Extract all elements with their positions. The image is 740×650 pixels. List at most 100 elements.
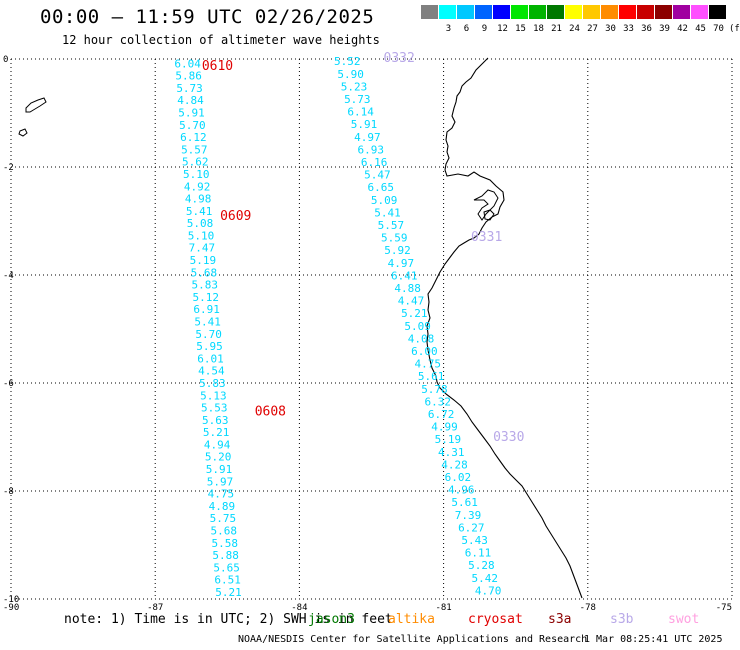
legend-swatch — [691, 5, 708, 19]
pass-label: 0330 — [493, 430, 524, 445]
wave-height-value: 5.57 — [181, 143, 208, 156]
wave-height-value: 4.97 — [354, 131, 381, 144]
wave-height-value: 4.96 — [448, 484, 475, 497]
wave-height-value: 6.02 — [445, 471, 472, 484]
lat-tick-label: -2 — [3, 163, 14, 173]
wave-height-value: 5.23 — [341, 80, 368, 93]
wave-height-value: 4.54 — [198, 365, 225, 378]
wave-height-value: 6.51 — [214, 574, 241, 587]
legend-label: 15 — [515, 24, 526, 34]
map-title: 00:00 – 11:59 UTC 02/26/2025 — [40, 6, 375, 28]
wave-height-value: 5.08 — [187, 217, 214, 230]
legend-label: 27 — [587, 24, 598, 34]
legend-swatch — [547, 5, 564, 19]
wave-height-value: 7.47 — [189, 242, 216, 255]
wave-height-value: 5.86 — [175, 70, 202, 83]
puna-island — [483, 209, 495, 221]
wave-height-value: 5.63 — [202, 414, 229, 427]
wave-height-value: 5.13 — [200, 389, 227, 402]
wave-height-value: 6.16 — [361, 156, 388, 169]
lon-tick-label: -81 — [435, 603, 451, 613]
legend-unit: (ft) — [729, 24, 740, 34]
wave-height-value: 5.57 — [378, 219, 405, 232]
wave-height-value: 4.88 — [394, 282, 421, 295]
legend-label: 9 — [481, 24, 488, 34]
legend-label: 18 — [533, 24, 544, 34]
wave-height-value: 4.70 — [475, 584, 502, 597]
galapagos-isabela-island — [25, 97, 47, 113]
wave-height-value: 4.94 — [204, 438, 231, 451]
coastline-south-america — [426, 57, 583, 599]
wave-height-value: 5.73 — [176, 82, 203, 95]
lat-tick-label: -8 — [3, 487, 14, 497]
legend-swatch — [637, 5, 654, 19]
wave-height-value: 5.20 — [205, 451, 232, 464]
wave-height-value: 4.75 — [414, 358, 441, 371]
map-subtitle: 12 hour collection of altimeter wave hei… — [62, 33, 380, 47]
wave-height-value: 6.32 — [425, 395, 452, 408]
wave-height-value: 5.78 — [421, 383, 448, 396]
wave-height-value: 5.91 — [206, 463, 233, 476]
wave-height-value: 5.92 — [384, 244, 411, 257]
legend-swatch — [439, 5, 456, 19]
wave-height-value: 6.04 — [174, 57, 201, 70]
lat-tick-label: 0 — [3, 55, 8, 65]
legend-swatch — [511, 5, 528, 19]
pass-label: 0331 — [471, 230, 502, 245]
wave-height-value: 5.58 — [211, 537, 238, 550]
pass-label: 0608 — [255, 405, 286, 420]
wave-height-value: 4.97 — [388, 257, 415, 270]
satellite-jason3: jason3 — [308, 612, 355, 627]
legend-swatch — [457, 5, 474, 19]
pass-label: 0610 — [202, 59, 233, 74]
wave-height-value: 5.83 — [192, 279, 219, 292]
wave-height-value: 4.84 — [177, 94, 204, 107]
wave-height-value: 5.21 — [215, 586, 242, 599]
wave-height-value: 5.19 — [435, 433, 462, 446]
wave-height-value: 5.59 — [381, 232, 408, 245]
wave-height-value: 4.98 — [185, 193, 212, 206]
legend-label: 12 — [497, 24, 508, 34]
lon-tick-label: -75 — [716, 603, 732, 613]
wave-height-value: 6.72 — [428, 408, 455, 421]
guayas-river-estuary — [473, 189, 499, 221]
wave-height-value: 5.19 — [190, 254, 217, 267]
legend-label: 70 — [713, 24, 724, 34]
wave-height-value: 7.39 — [455, 509, 482, 522]
satellite-swot: swot — [668, 612, 700, 627]
wave-height-value: 4.99 — [431, 421, 458, 434]
footer-note: note: 1) Time is in UTC; 2) SWH is in fe… — [64, 612, 393, 627]
legend-label: 3 — [445, 24, 452, 34]
satellite-altika: altika — [388, 612, 435, 627]
wave-height-value: 5.83 — [199, 377, 226, 390]
wave-height-value: 4.08 — [408, 332, 435, 345]
satellite-cryosat: cryosat — [468, 612, 523, 627]
wave-height-value: 5.95 — [196, 340, 223, 353]
wave-height-value: 5.41 — [194, 316, 221, 329]
wave-height-value: 5.91 — [178, 106, 205, 119]
wave-height-value: 5.61 — [418, 370, 445, 383]
pass-label: 0332 — [384, 51, 415, 66]
wave-height-value: 5.61 — [451, 496, 478, 509]
wave-height-value: 5.42 — [471, 572, 498, 585]
wave-height-value: 5.52 — [334, 55, 361, 68]
altimeter-tracks: 6.045.865.734.845.915.706.125.575.625.10… — [174, 55, 501, 599]
legend-label: 36 — [641, 24, 652, 34]
wave-height-value: 5.41 — [374, 206, 401, 219]
legend-label: 33 — [623, 24, 634, 34]
wave-height-value: 5.73 — [344, 93, 371, 106]
legend-swatch — [601, 5, 618, 19]
wave-height-value: 5.97 — [207, 475, 234, 488]
wave-height-value: 4.75 — [208, 488, 235, 501]
wave-height-value: 5.43 — [461, 534, 488, 547]
wave-height-value: 5.68 — [211, 525, 238, 538]
wave-height-value: 5.88 — [212, 549, 239, 562]
legend-label: 39 — [659, 24, 670, 34]
wave-height-value: 4.31 — [438, 446, 465, 459]
wave-height-value: 6.00 — [411, 345, 438, 358]
lon-tick-label: -84 — [291, 603, 307, 613]
wave-height-value: 5.75 — [210, 512, 237, 525]
legend-label: 42 — [677, 24, 688, 34]
wave-height-value: 5.21 — [401, 307, 428, 320]
